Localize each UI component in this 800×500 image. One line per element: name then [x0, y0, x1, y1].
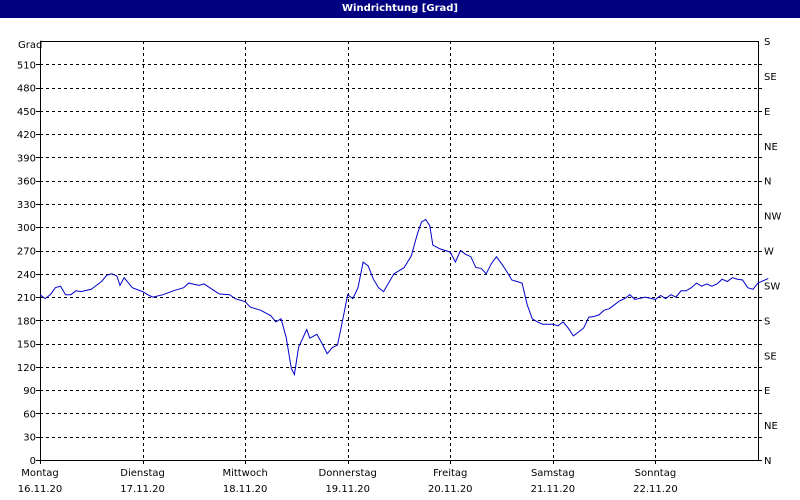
x-tick-date: 16.11.20 [18, 484, 63, 495]
y-tick-label: 150 [17, 340, 36, 351]
y-right-tick-label: S [764, 316, 770, 327]
y-tick-label: 450 [17, 107, 36, 118]
y-tick-label: 300 [17, 223, 36, 234]
y-right-tick-label: E [764, 386, 770, 397]
x-tick-date: 20.11.20 [428, 484, 473, 495]
plot-frame [40, 41, 759, 461]
y-right-tick-label: N [764, 456, 771, 467]
y-right-tick-label: NE [764, 421, 778, 432]
y-right-tick-label: SE [764, 351, 777, 362]
x-tick-date: 17.11.20 [120, 484, 165, 495]
x-tick-date: 21.11.20 [531, 484, 576, 495]
x-tick-date: 19.11.20 [325, 484, 370, 495]
x-tick-day: Montag [21, 468, 58, 479]
y-right-tick-label: N [764, 177, 771, 188]
y-right-tick-label: SW [764, 281, 780, 292]
x-tick-day: Freitag [433, 468, 467, 479]
y-tick-label: 390 [17, 153, 36, 164]
y-tick-label: 360 [17, 177, 36, 188]
series-line [39, 218, 769, 377]
x-tick-day: Mittwoch [222, 468, 267, 479]
x-tick-date: 18.11.20 [223, 484, 268, 495]
chart-title: Windrichtung [Grad] [0, 0, 800, 18]
series-layer [39, 218, 769, 377]
y-tick-label: 330 [17, 200, 36, 211]
x-tick-date: 22.11.20 [633, 484, 678, 495]
y-tick-label: 90 [23, 386, 36, 397]
grid [40, 41, 758, 461]
y-right-tick-label: SE [764, 72, 777, 83]
y-axis-label: Grad [18, 40, 42, 51]
y-right-tick-label: NE [764, 142, 778, 153]
chart-area: 0 30 60 90 120 150 180 210 240 270 300 330 360 390 420… [17, 37, 782, 495]
x-tick-day: Sonntag [635, 468, 677, 479]
y-tick-label: 270 [17, 247, 36, 258]
y-tick-label: 0 [30, 456, 36, 467]
y-tick-label: 510 [17, 60, 36, 71]
y-tick-label: 240 [17, 270, 36, 281]
y-tick-label: 120 [17, 363, 36, 374]
y-tick-label: 480 [17, 84, 36, 95]
axes [36, 41, 762, 464]
y-tick-label: 420 [17, 130, 36, 141]
x-tick-day: Donnerstag [319, 468, 377, 479]
y-right-tick-label: W [764, 247, 774, 258]
y-right-tick-label: E [764, 107, 770, 118]
y-tick-label: 60 [23, 409, 36, 420]
y-tick-label: 30 [23, 433, 36, 444]
y-right-tick-label: NW [764, 212, 781, 223]
tick-labels: 0 30 60 90 120 150 180 210 240 270 300 330 360 390 420… [17, 37, 782, 495]
y-right-tick-label: S [764, 37, 770, 48]
x-tick-day: Dienstag [120, 468, 165, 479]
y-tick-label: 210 [17, 293, 36, 304]
x-tick-day: Samstag [531, 468, 575, 479]
y-tick-label: 180 [17, 316, 36, 327]
